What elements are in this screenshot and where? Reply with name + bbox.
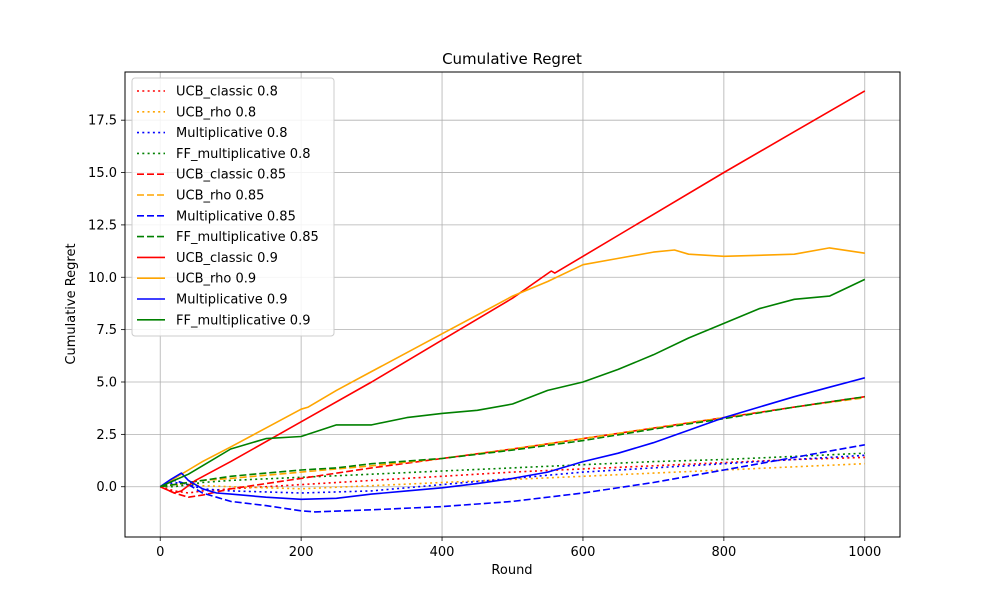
legend-label: UCB_rho 0.8	[176, 105, 256, 120]
legend-label: Multiplicative 0.8	[176, 126, 288, 141]
axis-ticks: 0 200 400 600 800 1000 0.0 2.5 5.0 7.5 10.0 12.5 15.…	[88, 114, 881, 560]
series-line-11	[159, 377, 866, 501]
legend-label: FF_multiplicative 0.85	[176, 230, 319, 245]
y-tick-label: 7.5	[96, 323, 117, 338]
legend-label: UCB_classic 0.9	[176, 251, 278, 266]
series-line-12	[159, 278, 866, 488]
x-tick-label: 800	[711, 545, 736, 560]
legend-label: FF_multiplicative 0.8	[176, 147, 310, 162]
legend-label: UCB_rho 0.9	[176, 272, 256, 287]
y-axis-title: Cumulative Regret	[64, 243, 79, 364]
series-line-9	[159, 90, 866, 494]
x-tick-label: 600	[571, 545, 596, 560]
legend-label: Multiplicative 0.85	[176, 209, 296, 224]
series-group	[159, 90, 866, 513]
x-tick-label: 200	[289, 545, 314, 560]
legend-label: UCB_classic 0.8	[176, 85, 278, 100]
series-line-5	[159, 395, 865, 499]
x-axis-title: Round	[491, 563, 532, 578]
legend-label: UCB_rho 0.85	[176, 189, 264, 204]
y-tick-label: 12.5	[88, 218, 117, 233]
series-line-2	[160, 462, 865, 490]
series-line-8	[160, 395, 865, 488]
series-line-10	[159, 247, 865, 488]
y-tick-label: 0.0	[96, 480, 117, 495]
y-tick-label: 17.5	[88, 114, 117, 129]
plot-frame	[124, 71, 901, 538]
series-line-4	[160, 452, 865, 488]
legend-box	[131, 77, 335, 337]
legend-label: Multiplicative 0.9	[176, 293, 288, 308]
series-line-7	[159, 444, 865, 513]
y-tick-label: 2.5	[96, 428, 117, 443]
y-tick-label: 10.0	[88, 271, 117, 286]
legend-label: FF_multiplicative 0.9	[176, 313, 310, 328]
legend-label: UCB_classic 0.85	[176, 168, 286, 183]
legend: UCB_classic 0.8 UCB_rho 0.8 Multiplicative…	[131, 77, 335, 337]
x-tick-label: 400	[430, 545, 455, 560]
y-tick-label: 5.0	[96, 376, 117, 391]
x-tick-label: 0	[156, 545, 164, 560]
y-tick-label: 15.0	[88, 166, 117, 181]
chart-title: Cumulative Regret	[442, 50, 582, 68]
x-tick-label: 1000	[848, 545, 881, 560]
